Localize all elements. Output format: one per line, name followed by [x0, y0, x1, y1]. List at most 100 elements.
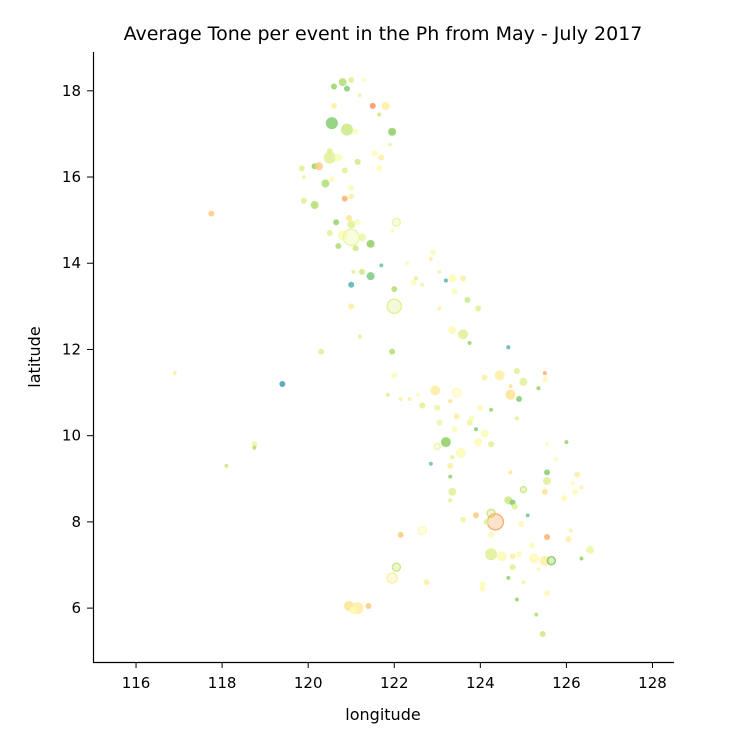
data-point: [328, 176, 335, 183]
data-point: [423, 579, 430, 586]
data-point: [352, 128, 359, 135]
data-point: [251, 441, 258, 448]
data-point: [464, 296, 471, 303]
data-point: [349, 606, 358, 615]
data-point: [546, 555, 557, 566]
data-point: [480, 429, 489, 438]
data-point: [343, 85, 350, 92]
data-point: [483, 518, 490, 525]
data-point: [448, 474, 453, 479]
data-point: [331, 83, 338, 90]
data-point: [508, 384, 513, 389]
data-point: [516, 551, 523, 558]
data-point: [252, 445, 257, 450]
data-point: [451, 426, 458, 433]
data-point: [391, 562, 402, 572]
data-point: [518, 521, 525, 528]
data-point: [467, 340, 472, 345]
data-point: [448, 498, 453, 503]
data-point: [451, 387, 462, 398]
data-point: [477, 404, 484, 411]
data-point: [486, 513, 505, 531]
data-point: [365, 602, 372, 609]
data-point: [536, 386, 541, 391]
data-point: [536, 567, 541, 572]
data-point: [378, 154, 385, 161]
data-point: [326, 230, 333, 237]
data-point: [318, 348, 325, 355]
data-point: [298, 165, 305, 172]
data-point: [544, 590, 551, 597]
data-point: [475, 305, 482, 312]
y-tick-label: 14: [62, 254, 81, 272]
data-point: [440, 437, 451, 448]
data-point: [553, 457, 558, 462]
data-point: [543, 476, 552, 485]
data-point: [488, 531, 495, 538]
data-point: [387, 142, 392, 147]
chart-title: Average Tone per event in the Ph from Ma…: [124, 23, 643, 45]
data-point: [521, 580, 526, 585]
data-point: [514, 416, 519, 421]
data-point: [473, 512, 480, 519]
x-tick-label: 116: [122, 674, 151, 692]
data-point: [351, 269, 356, 274]
data-point: [433, 442, 441, 451]
data-point: [348, 281, 355, 288]
data-point: [357, 334, 362, 339]
data-point: [574, 471, 581, 478]
data-point: [352, 245, 359, 252]
data-point: [436, 419, 443, 426]
data-point: [429, 249, 436, 256]
data-point: [323, 151, 336, 164]
data-point: [398, 397, 403, 402]
data-point: [460, 275, 467, 282]
data-point: [437, 306, 442, 311]
data-point: [544, 533, 551, 540]
data-point: [572, 488, 579, 495]
data-point: [347, 220, 356, 229]
data-point: [529, 553, 540, 564]
data-point: [208, 210, 215, 217]
data-point: [335, 242, 342, 249]
data-point: [391, 286, 398, 293]
data-point: [506, 345, 511, 350]
data-point: [301, 175, 306, 180]
data-point: [579, 485, 584, 490]
data-point: [506, 575, 511, 580]
data-point: [386, 572, 398, 584]
data-point: [513, 368, 520, 375]
data-point: [371, 150, 378, 157]
data-point: [479, 581, 486, 588]
data-point: [545, 442, 550, 447]
data-point: [447, 462, 454, 469]
data-point: [331, 102, 338, 109]
data-point: [348, 303, 355, 310]
data-point: [437, 269, 442, 274]
data-point: [321, 179, 330, 188]
data-point: [354, 158, 361, 165]
data-point: [325, 117, 338, 130]
x-tick-label: 128: [638, 674, 667, 692]
x-tick-label: 122: [380, 674, 409, 692]
data-point: [430, 385, 441, 396]
data-point: [279, 380, 286, 387]
data-point: [496, 551, 507, 562]
data-point: [508, 470, 513, 475]
data-point: [519, 377, 528, 386]
data-point: [539, 630, 546, 637]
data-point: [448, 326, 457, 335]
data-point: [340, 123, 353, 136]
data-point: [561, 495, 568, 502]
y-tick-label: 6: [71, 599, 81, 617]
data-point: [346, 214, 353, 221]
data-point: [348, 77, 355, 84]
data-point: [488, 441, 495, 448]
data-point: [310, 201, 319, 210]
data-point: [570, 481, 575, 486]
x-ticks: 116 118 120 122 124 126 128: [122, 662, 667, 692]
y-ticks: 6 8 10 12 14 16 18: [62, 82, 93, 617]
data-point: [342, 228, 360, 247]
y-axis-label: latitude: [25, 326, 44, 387]
